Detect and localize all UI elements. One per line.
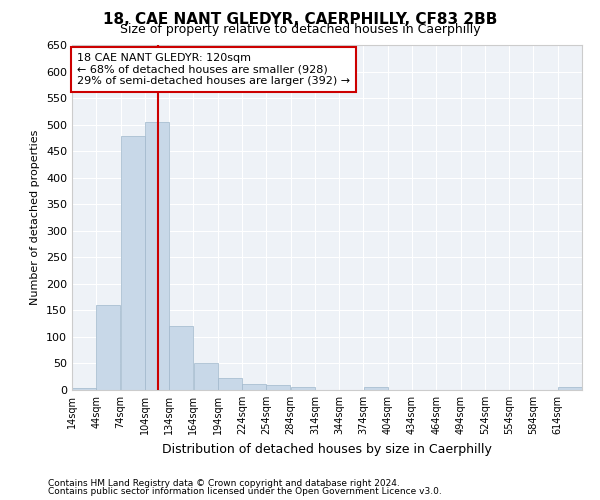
Bar: [145, 122, 169, 390]
Bar: [194, 364, 218, 390]
Bar: [97, 305, 121, 390]
Bar: [218, 378, 242, 390]
Text: Size of property relative to detached houses in Caerphilly: Size of property relative to detached ho…: [119, 22, 481, 36]
Bar: [72, 388, 96, 390]
Bar: [291, 387, 314, 390]
Bar: [266, 384, 290, 390]
Bar: [121, 136, 145, 390]
Text: Contains HM Land Registry data © Crown copyright and database right 2024.: Contains HM Land Registry data © Crown c…: [48, 478, 400, 488]
Text: 18 CAE NANT GLEDYR: 120sqm
← 68% of detached houses are smaller (928)
29% of sem: 18 CAE NANT GLEDYR: 120sqm ← 68% of deta…: [77, 53, 350, 86]
Y-axis label: Number of detached properties: Number of detached properties: [31, 130, 40, 305]
Bar: [169, 326, 193, 390]
Bar: [242, 384, 266, 390]
Text: Contains public sector information licensed under the Open Government Licence v3: Contains public sector information licen…: [48, 487, 442, 496]
Bar: [364, 388, 388, 390]
X-axis label: Distribution of detached houses by size in Caerphilly: Distribution of detached houses by size …: [162, 442, 492, 456]
Bar: [558, 388, 582, 390]
Text: 18, CAE NANT GLEDYR, CAERPHILLY, CF83 2BB: 18, CAE NANT GLEDYR, CAERPHILLY, CF83 2B…: [103, 12, 497, 28]
